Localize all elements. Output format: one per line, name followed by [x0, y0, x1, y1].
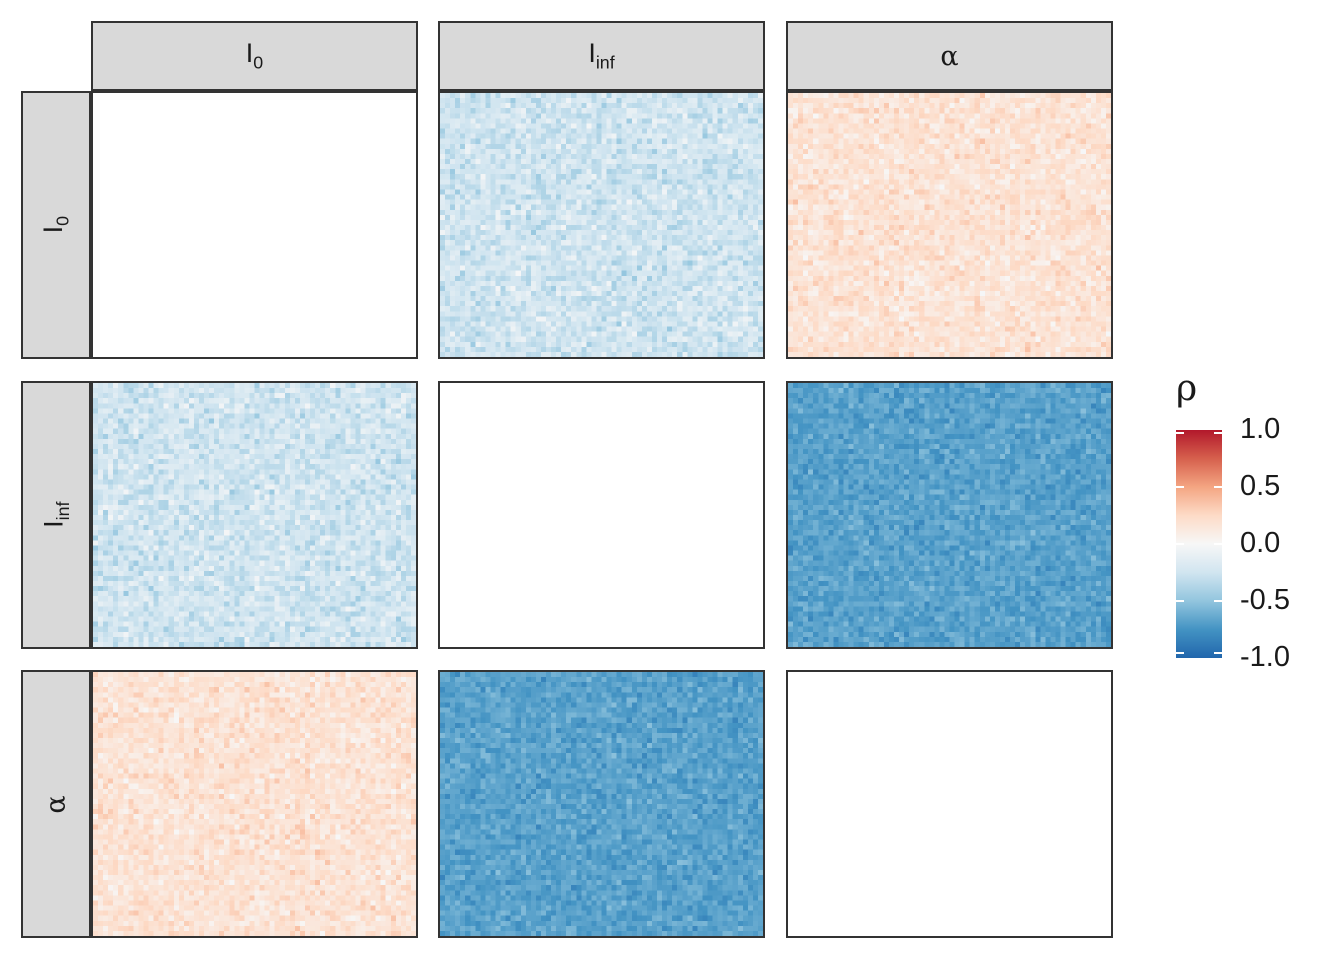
strip-label-base: I: [38, 520, 69, 529]
legend-tick-mark: [1214, 486, 1222, 488]
strip-label-subscript: inf: [595, 52, 615, 73]
panel-alpha-i0: [91, 670, 418, 938]
legend-tick-mark: [1214, 652, 1222, 654]
heatmap-tiles: [788, 383, 1111, 647]
heatmap-tiles: [93, 383, 416, 647]
panel-iinf-i0: [91, 381, 418, 649]
panel-iinf-alpha: [786, 381, 1113, 649]
heatmap-tiles: [440, 672, 763, 936]
row-strip-iinf: Iinf: [21, 381, 91, 649]
legend-tick-mark: [1176, 652, 1184, 654]
strip-label-subscript: 0: [253, 52, 264, 73]
legend-tick-label: -0.5: [1240, 584, 1290, 616]
heatmap-tiles: [788, 93, 1111, 357]
heatmap-tiles: [440, 93, 763, 357]
strip-label-base: α: [40, 794, 72, 814]
column-strip-i0: I0: [91, 21, 418, 91]
legend-tick-mark: [1176, 432, 1184, 434]
legend-tick-label: 0.5: [1240, 470, 1281, 502]
legend-title: ρ: [1176, 368, 1198, 409]
panel-alpha-alpha: [786, 670, 1113, 938]
strip-label-base: I: [588, 38, 596, 69]
panel-iinf-iinf: [438, 381, 765, 649]
legend-tick-mark: [1214, 432, 1222, 434]
legend-tick-mark: [1176, 486, 1184, 488]
strip-label-base: I: [245, 38, 254, 69]
heatmap-tiles: [93, 672, 416, 936]
row-strip-i0: I0: [21, 91, 91, 359]
column-strip-iinf: Iinf: [438, 21, 765, 91]
row-strip-alpha: α: [21, 670, 91, 938]
panel-i0-alpha: [786, 91, 1113, 359]
strip-label-subscript: inf: [52, 501, 73, 521]
legend-tick-label: -1.0: [1240, 641, 1290, 673]
panel-i0-iinf: [438, 91, 765, 359]
legend-tick-mark: [1214, 600, 1222, 602]
strip-label-base: α: [940, 40, 959, 72]
column-strip-alpha: α: [786, 21, 1113, 91]
panel-i0-i0: [91, 91, 418, 359]
color-legend: ρ 1.0 0.5 0.0 -0.5 -1.0: [1168, 368, 1328, 672]
panel-alpha-iinf: [438, 670, 765, 938]
legend-tick-mark: [1176, 600, 1184, 602]
legend-tick-mark: [1214, 543, 1222, 545]
legend-tick-mark: [1176, 543, 1184, 545]
strip-label-subscript: 0: [52, 216, 73, 227]
strip-label-base: I: [38, 226, 69, 234]
legend-tick-label: 0.0: [1240, 527, 1281, 559]
legend-tick-label: 1.0: [1240, 413, 1281, 445]
